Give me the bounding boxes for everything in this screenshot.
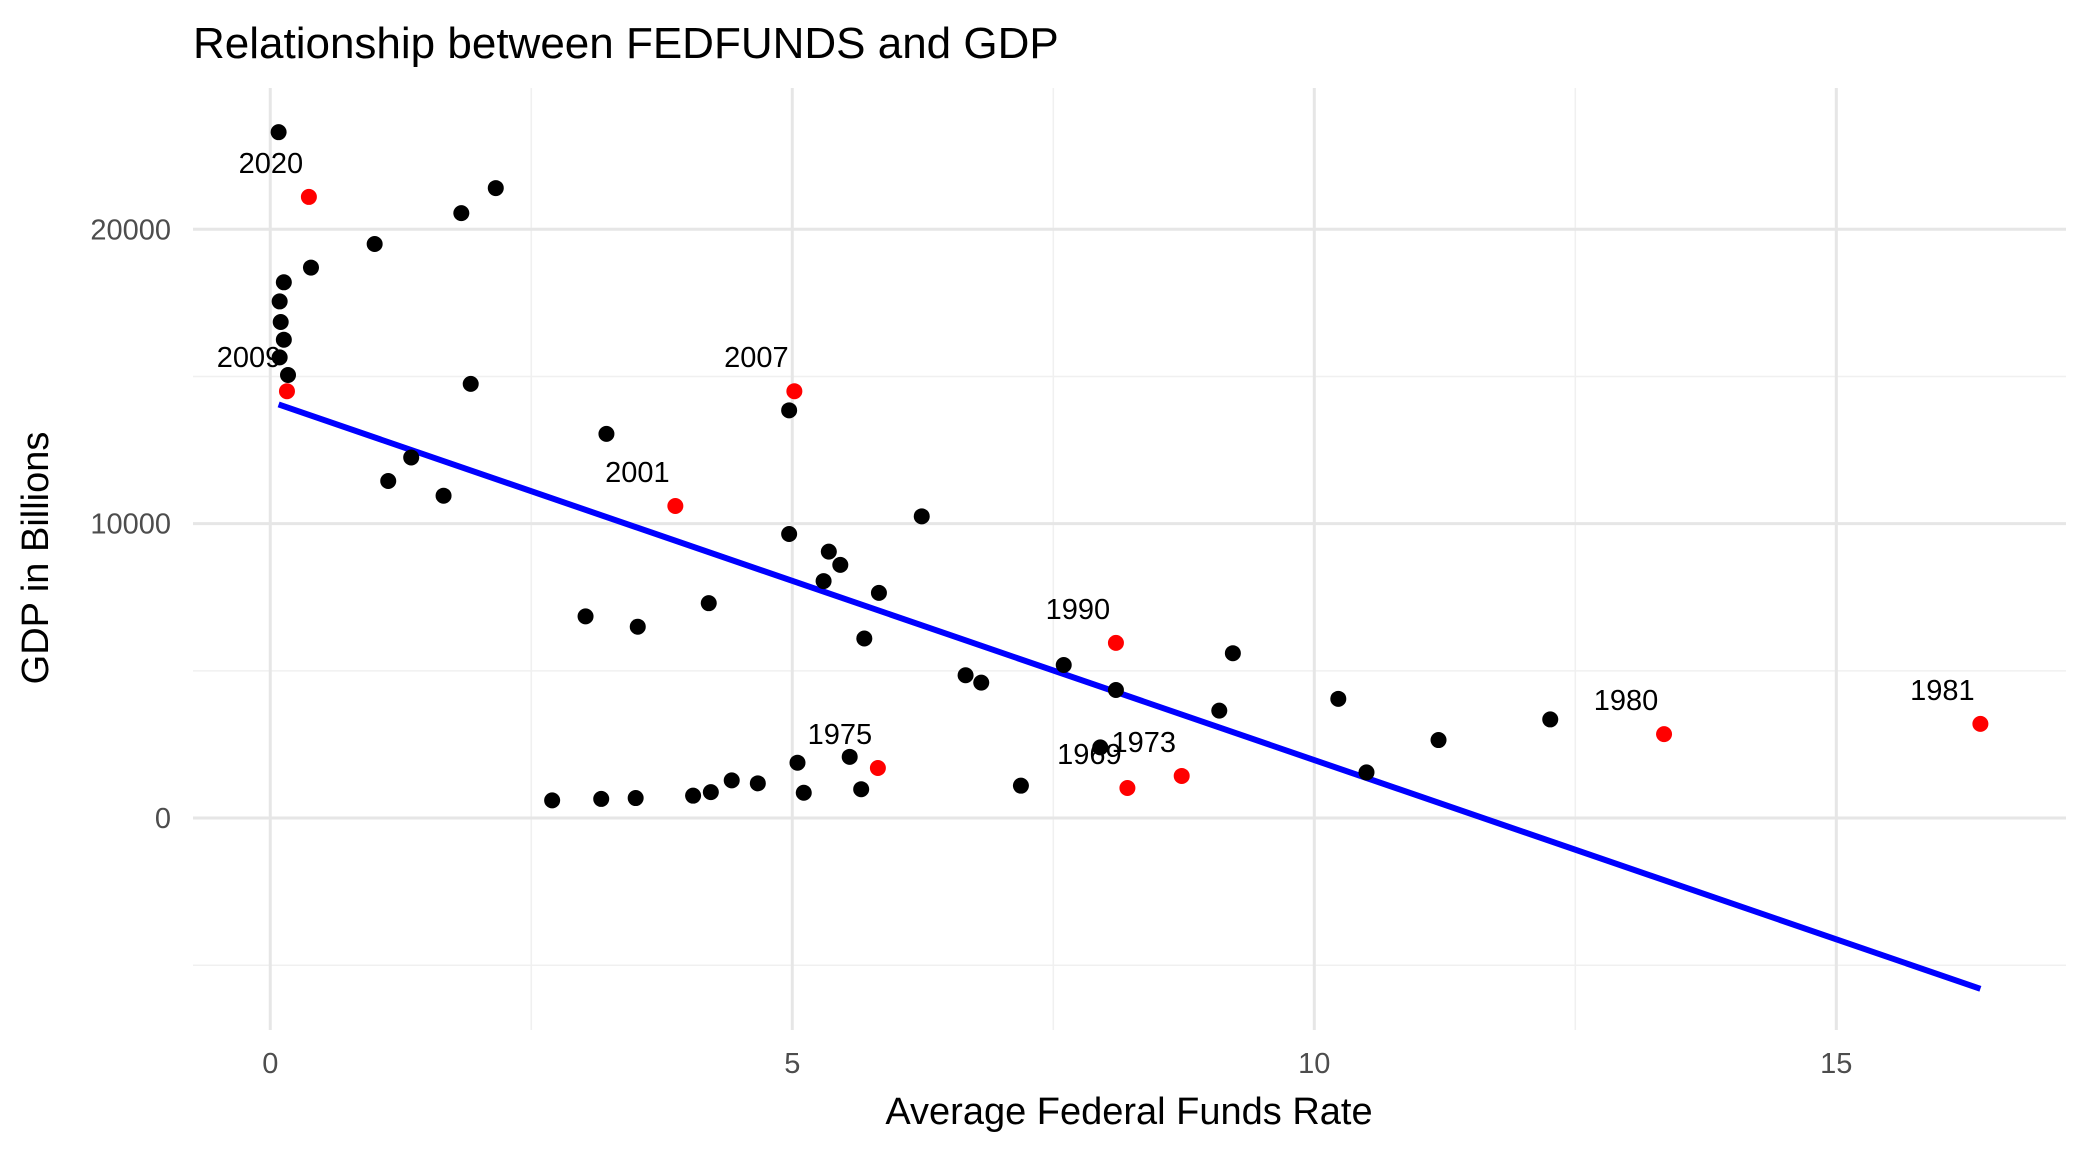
- data-point: [1542, 711, 1559, 728]
- highlighted-point: [278, 383, 295, 400]
- data-point: [781, 402, 798, 419]
- y-axis-title: GDP in Billions: [15, 432, 57, 685]
- data-point: [685, 787, 702, 804]
- data-point: [544, 792, 561, 809]
- data-point: [1107, 681, 1124, 698]
- data-point: [271, 349, 288, 366]
- highlighted-point: [1656, 726, 1673, 743]
- data-point: [270, 124, 287, 141]
- data-point: [781, 525, 798, 542]
- y-axis-ticks: 0 10000 20000: [90, 214, 171, 835]
- data-point: [627, 790, 644, 807]
- year-label: 2020: [239, 148, 304, 180]
- year-label: 1973: [1111, 727, 1176, 759]
- highlighted-point: [1972, 715, 1989, 732]
- y-tick-label: 20000: [90, 214, 171, 246]
- highlighted-point: [786, 383, 803, 400]
- data-point: [856, 630, 873, 647]
- data-point: [380, 472, 397, 489]
- data-point: [302, 259, 319, 276]
- data-point: [271, 293, 288, 310]
- data-point: [1012, 777, 1029, 794]
- data-point: [795, 784, 812, 801]
- regression-line: [277, 401, 1982, 992]
- data-point: [1430, 732, 1447, 749]
- x-tick-label: 10: [1298, 1048, 1330, 1080]
- highlighted-point: [1173, 767, 1190, 784]
- highlighted-point: [1119, 780, 1136, 797]
- year-label: 1981: [1910, 675, 1975, 707]
- highlighted-point: [300, 188, 317, 205]
- y-tick-label: 0: [155, 803, 171, 835]
- data-point: [973, 674, 990, 691]
- data-point: [913, 508, 930, 525]
- data-point: [723, 772, 740, 789]
- grid: [193, 88, 2066, 1030]
- data-point: [1092, 739, 1109, 756]
- chart-title: Relationship between FEDFUNDS and GDP: [193, 19, 1059, 68]
- data-point: [702, 784, 719, 801]
- data-point: [280, 367, 297, 384]
- data-point: [700, 595, 717, 612]
- year-label: 1990: [1046, 594, 1111, 626]
- x-tick-label: 5: [784, 1048, 800, 1080]
- data-point: [453, 205, 470, 222]
- data-point: [1224, 645, 1241, 662]
- data-point: [1055, 656, 1072, 673]
- x-tick-label: 15: [1820, 1048, 1852, 1080]
- data-point: [749, 775, 766, 792]
- data-point: [435, 487, 452, 504]
- x-tick-label: 0: [262, 1048, 278, 1080]
- y-tick-label: 10000: [90, 509, 171, 541]
- data-point: [1330, 690, 1347, 707]
- highlighted-point: [869, 760, 886, 777]
- highlighted-points: [278, 188, 1989, 797]
- data-point: [272, 314, 289, 331]
- data-point: [815, 573, 832, 590]
- year-label: 2001: [605, 457, 670, 489]
- x-axis-title: Average Federal Funds Rate: [885, 1091, 1372, 1133]
- highlighted-point: [667, 498, 684, 515]
- year-label: 2009: [217, 342, 282, 374]
- data-point: [832, 556, 849, 573]
- data-point: [403, 449, 420, 466]
- data-points: [270, 124, 1559, 809]
- year-label: 1969: [1057, 739, 1122, 771]
- data-point: [598, 425, 615, 442]
- data-point: [462, 375, 479, 392]
- data-point: [841, 748, 858, 765]
- x-axis-ticks: 0 5 10 15: [262, 1048, 1852, 1080]
- data-point: [577, 608, 594, 625]
- data-point: [853, 781, 870, 798]
- data-point: [789, 754, 806, 771]
- year-label: 1975: [808, 719, 873, 751]
- data-point: [629, 618, 646, 635]
- data-point: [870, 584, 887, 601]
- fit-line-group: [277, 401, 1982, 992]
- data-point: [1358, 764, 1375, 781]
- data-point: [593, 790, 610, 807]
- data-point: [487, 180, 504, 197]
- data-point: [275, 331, 292, 348]
- data-point: [1211, 702, 1228, 719]
- data-point: [275, 274, 292, 291]
- data-point: [820, 543, 837, 560]
- highlighted-point: [1107, 634, 1124, 651]
- data-point: [957, 667, 974, 684]
- year-label: 2007: [724, 342, 789, 374]
- year-label: 1980: [1594, 685, 1659, 717]
- data-point: [366, 236, 383, 253]
